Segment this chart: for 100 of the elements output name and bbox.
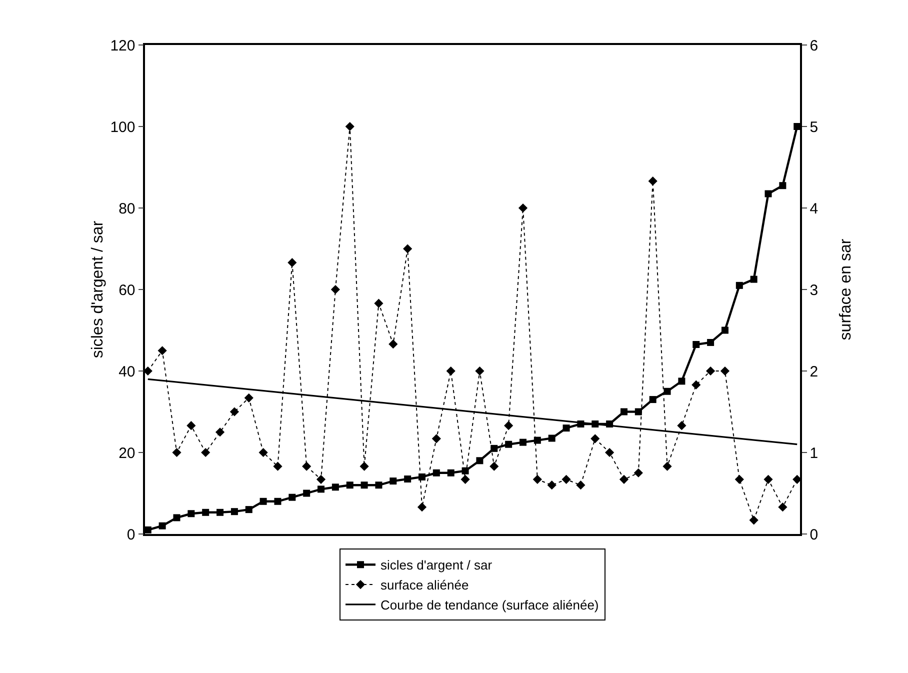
point — [734, 474, 744, 484]
point — [721, 326, 728, 334]
point — [562, 424, 570, 432]
point — [490, 444, 498, 452]
point — [447, 469, 454, 476]
point — [360, 462, 369, 471]
point — [504, 421, 514, 430]
y2-axis-title: surface en sar — [838, 238, 854, 340]
point — [648, 176, 658, 186]
y2-tick-label: 0 — [810, 526, 818, 544]
y2-tick-label: 2 — [810, 363, 818, 380]
point — [274, 498, 282, 505]
legend-label: sicles d'argent / sar — [380, 558, 493, 573]
point — [316, 474, 326, 484]
point — [562, 474, 571, 484]
point — [432, 469, 440, 476]
point — [230, 407, 239, 416]
point — [158, 522, 166, 530]
point — [186, 421, 196, 430]
y-tick-label: 40 — [118, 363, 136, 380]
point — [490, 462, 499, 471]
point — [664, 388, 671, 395]
point — [620, 408, 628, 416]
point — [432, 434, 441, 444]
point — [576, 480, 586, 490]
point — [706, 366, 716, 376]
legend-label: Courbe de tendance (surface aliénée) — [380, 597, 599, 612]
point — [360, 482, 368, 489]
y2-tick-label: 5 — [810, 118, 818, 136]
point — [172, 448, 182, 458]
point — [260, 498, 267, 505]
point — [779, 182, 786, 190]
y-tick-label: 100 — [110, 118, 136, 136]
point — [707, 338, 714, 346]
point — [417, 502, 427, 512]
point — [273, 462, 282, 471]
y-tick-label: 60 — [118, 282, 136, 299]
point — [548, 434, 556, 442]
point — [288, 258, 297, 268]
point — [649, 396, 656, 404]
y-tick-label: 120 — [110, 37, 136, 54]
point — [720, 366, 730, 376]
point — [145, 526, 152, 534]
point — [634, 408, 642, 416]
point — [678, 378, 686, 385]
point — [303, 490, 310, 497]
y2-tick-label: 3 — [810, 282, 818, 299]
point — [662, 462, 672, 471]
point — [475, 366, 484, 376]
point — [332, 484, 339, 491]
point — [374, 298, 384, 308]
point — [634, 468, 643, 478]
y-tick-label: 20 — [118, 444, 136, 462]
y-tick-label: 80 — [118, 200, 136, 218]
y-tick-label: 0 — [126, 526, 136, 544]
point — [418, 473, 426, 480]
point — [345, 122, 354, 132]
point — [245, 506, 252, 514]
point — [460, 474, 470, 484]
point — [188, 510, 195, 518]
point — [518, 203, 528, 213]
legend-label: surface aliénée — [380, 578, 469, 593]
point — [403, 244, 412, 254]
y2-tick-label: 4 — [810, 200, 818, 218]
point — [404, 475, 412, 482]
point — [375, 482, 382, 489]
point — [446, 366, 456, 376]
point — [215, 428, 225, 437]
point — [244, 393, 254, 402]
point — [590, 434, 600, 444]
point — [532, 474, 542, 484]
y2-tick-label: 6 — [810, 37, 818, 54]
point — [302, 462, 312, 471]
point — [619, 474, 629, 484]
point — [230, 508, 238, 516]
point — [794, 123, 800, 130]
point — [534, 436, 541, 444]
point — [520, 438, 526, 446]
point — [778, 502, 788, 512]
point — [318, 486, 325, 493]
point — [692, 380, 701, 390]
point — [288, 494, 296, 501]
point — [330, 284, 340, 294]
point — [692, 341, 700, 348]
point — [388, 340, 398, 349]
point — [346, 482, 354, 489]
point — [216, 508, 224, 516]
point — [390, 478, 397, 485]
point — [605, 448, 614, 458]
point — [764, 190, 772, 198]
point — [258, 448, 268, 458]
point — [202, 508, 210, 516]
y2-tick-label: 1 — [810, 444, 818, 462]
point — [201, 448, 210, 458]
point — [158, 346, 167, 356]
y-axis-title: sicles d'argent / sar — [90, 220, 106, 358]
point — [736, 282, 743, 289]
point — [677, 421, 686, 430]
point — [764, 474, 773, 484]
point — [750, 276, 758, 283]
